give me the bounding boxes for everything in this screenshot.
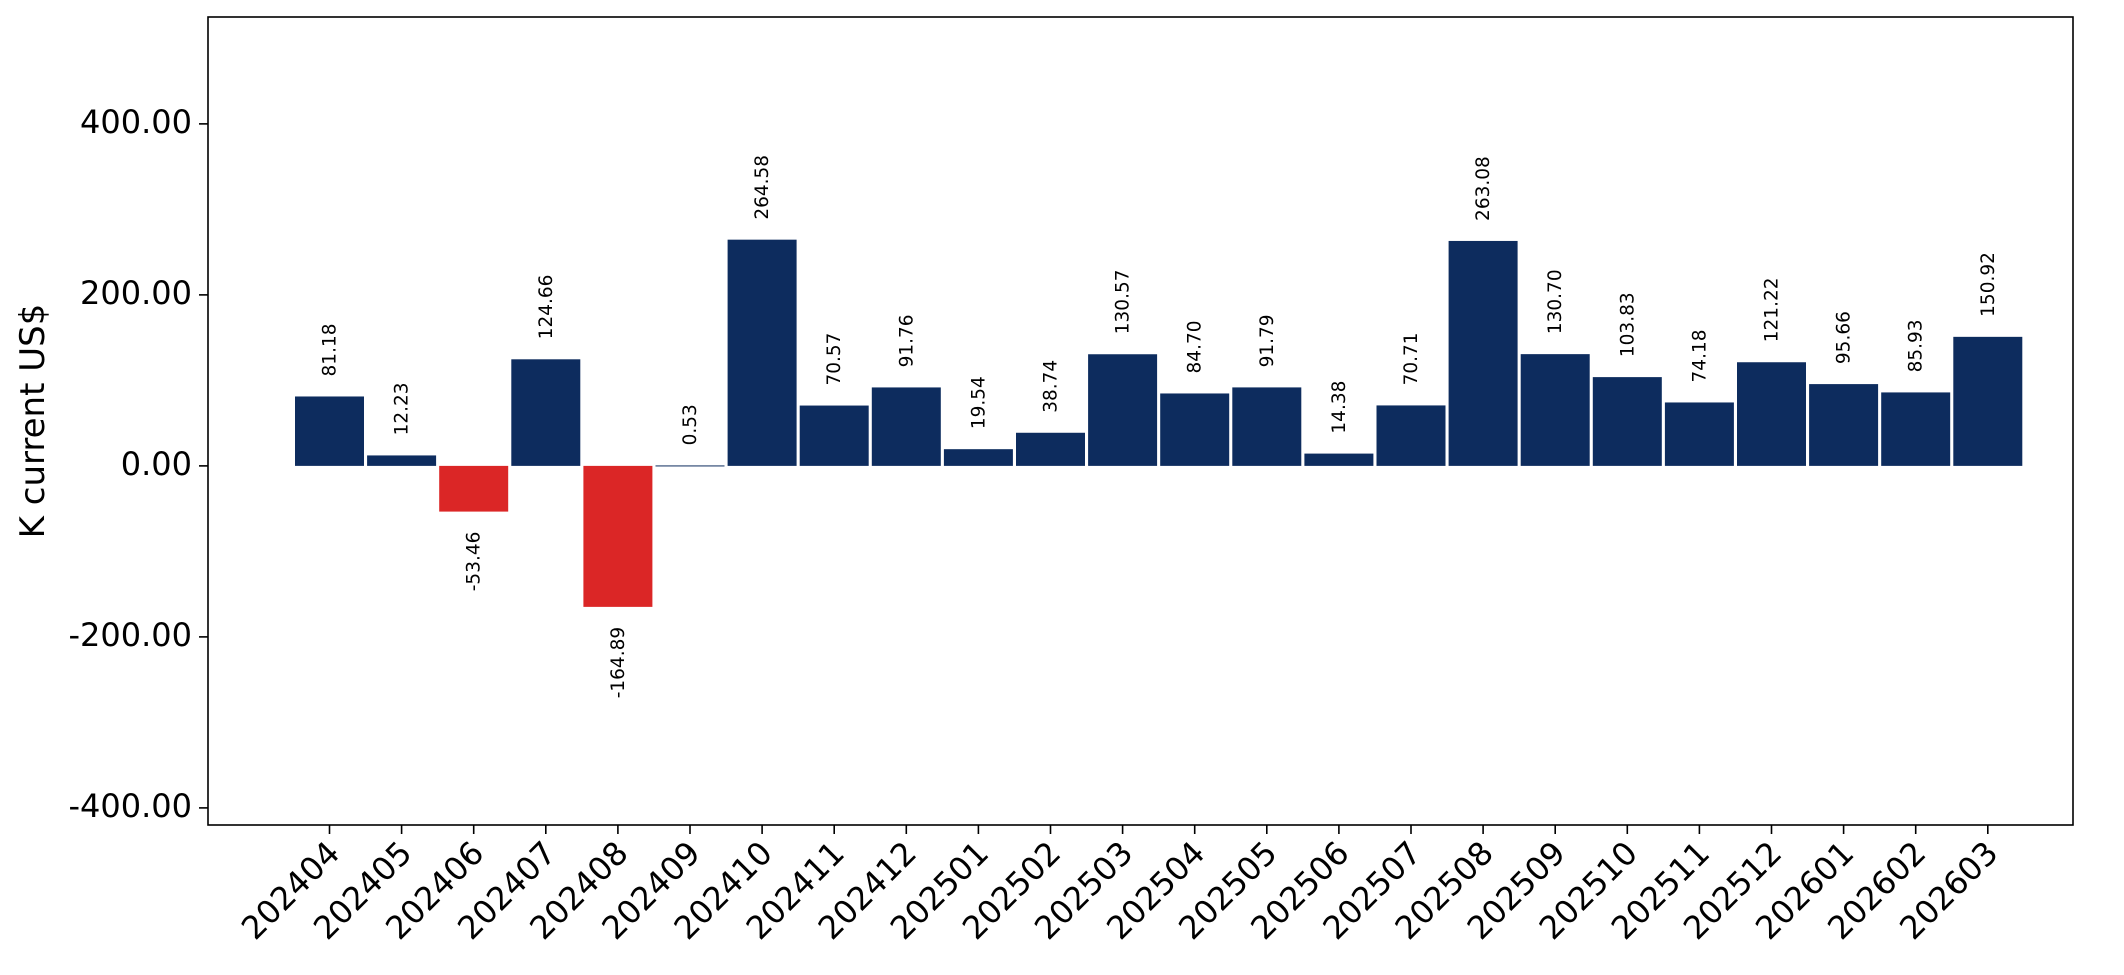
data-label-202511: 74.18 [1689,329,1710,382]
data-label-202506: 14.38 [1329,381,1350,434]
bar-202601 [1809,384,1879,466]
bar-202411 [799,405,869,466]
data-label-202411: 70.57 [824,333,845,386]
plot-area [207,16,2074,826]
y-tick-label: 400.00 [80,103,192,141]
y-tick-label: -400.00 [68,787,192,825]
bar-202602 [1881,392,1951,466]
y-tick-label: 200.00 [80,274,192,312]
bar-202410 [727,239,797,466]
y-tick-label: 0.00 [121,445,192,483]
bar-202404 [295,396,364,466]
data-label-202503: 130.57 [1113,270,1134,335]
data-label-202509: 130.70 [1545,269,1566,334]
bar-202509 [1520,354,1590,466]
bar-202407 [511,359,581,466]
data-label-202504: 84.70 [1185,320,1206,373]
bar-202501 [943,449,1013,466]
data-label-202502: 38.74 [1041,360,1062,413]
bar-202505 [1232,387,1302,466]
data-label-202602: 85.93 [1906,319,1927,372]
data-label-202404: 81.18 [320,324,341,377]
data-label-202408: -164.89 [608,627,629,698]
data-label-202601: 95.66 [1834,311,1855,364]
data-label-202409: 0.53 [680,404,701,445]
bar-202512 [1737,362,1806,466]
bar-202511 [1664,402,1734,466]
bar-202405 [367,455,437,466]
y-axis-title: K current US$ [13,304,53,539]
y-tick-label: -200.00 [68,616,192,654]
data-label-202512: 121.22 [1762,278,1783,343]
bar-202406 [439,465,509,512]
bar-202409 [655,465,725,467]
y-axis: -400.00 -200.00 0.00 200.00 400.00 [68,103,208,825]
bars [295,239,2023,607]
x-axis: 2024042024052024062024072024082024092024… [234,825,2005,947]
bar-202506 [1304,453,1374,466]
bar-202603 [1953,336,2023,466]
data-label-202507: 70.71 [1401,332,1422,385]
data-label-202407: 124.66 [536,275,557,340]
bar-202504 [1160,393,1230,466]
data-label-202510: 103.83 [1617,292,1638,357]
data-label-202406: -53.46 [464,532,485,592]
data-labels: 81.18 12.23 -53.46 124.66 -164.89 0.53 264.58 7… [320,155,1999,698]
data-label-202505: 91.79 [1257,314,1278,367]
bar-202510 [1592,377,1662,466]
bar-202507 [1376,405,1446,466]
data-label-202410: 264.58 [752,155,773,220]
bar-202502 [1016,432,1085,466]
data-label-202412: 91.76 [896,314,917,367]
data-label-202508: 263.08 [1473,156,1494,221]
bar-202412 [871,387,941,466]
data-label-202501: 19.54 [968,376,989,429]
data-label-202405: 12.23 [392,382,413,435]
bar-202508 [1448,240,1518,466]
bar-202408 [583,465,653,607]
data-label-202603: 150.92 [1978,252,1999,317]
bar-202503 [1088,354,1158,466]
